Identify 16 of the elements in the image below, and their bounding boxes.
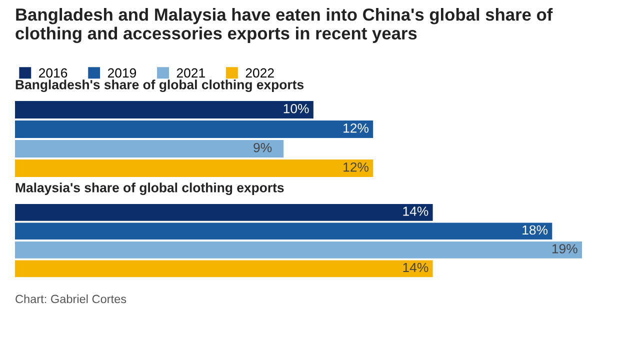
data-label: 18% [522,225,548,235]
text: Chart: Gabriel Cortes [16,294,126,304]
data-label: 12% [344,162,368,172]
legend-label: 2019 [108,68,136,78]
data-label: 10% [284,104,309,114]
legend-label: 2021 [176,68,205,78]
data-label: 14% [403,262,428,272]
data-label: 14% [403,206,428,216]
legend-label: 2022 [246,68,274,78]
chart-subtitle: Malaysia's share of global clothing exports [16,182,284,195]
chart-subtitle: Bangladesh's share of global clothing exports [16,80,304,92]
data-label: 12% [344,123,368,133]
data-label: 9% [254,142,272,152]
legend-label: 2016 [39,68,68,78]
chart-title: Bangladesh and Malaysia have eaten into China's global share of clothing and accessories exports in recent years [16,8,553,44]
data-label: 19% [552,244,578,254]
